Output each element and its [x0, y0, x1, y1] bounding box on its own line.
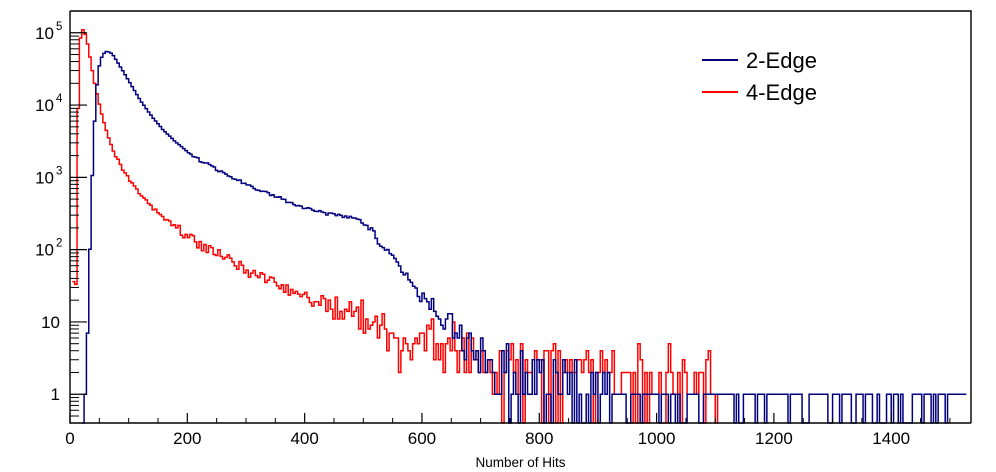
- y-tick-exponent: 3: [56, 165, 62, 177]
- y-tick-exponent: 5: [56, 21, 62, 33]
- x-tick-label: 0: [65, 429, 74, 448]
- y-tick-label: 10: [35, 168, 54, 187]
- y-tick-label: 10: [35, 241, 54, 260]
- legend-label-4-edge: 4-Edge: [746, 80, 817, 105]
- axis-frame-top-right: [70, 10, 972, 423]
- legend-group: 2-Edge 4-Edge: [702, 48, 817, 105]
- x-tick-label: 1000: [638, 429, 676, 448]
- x-tick-label: 200: [173, 429, 201, 448]
- y-tick-label: 10: [35, 24, 54, 43]
- x-tick-label: 1400: [872, 429, 910, 448]
- axes-group: [69, 10, 972, 424]
- series-4-edge: [72, 29, 730, 424]
- x-tick-label: 800: [525, 429, 553, 448]
- y-tick-exponent: 4: [56, 93, 63, 105]
- y-tick-label: 10: [35, 96, 54, 115]
- x-axis-title: Number of Hits: [475, 455, 565, 470]
- series-2-edge: [81, 50, 967, 424]
- y-tick-label: 1: [51, 385, 60, 404]
- series-group: [72, 29, 967, 424]
- legend-label-2-edge: 2-Edge: [746, 48, 817, 73]
- y-tick-exponent: 2: [56, 238, 62, 250]
- x-tick-label: 600: [408, 429, 436, 448]
- y-tick-label: 10: [41, 313, 60, 332]
- x-tick-label: 1200: [755, 429, 793, 448]
- x-tick-label: 400: [290, 429, 318, 448]
